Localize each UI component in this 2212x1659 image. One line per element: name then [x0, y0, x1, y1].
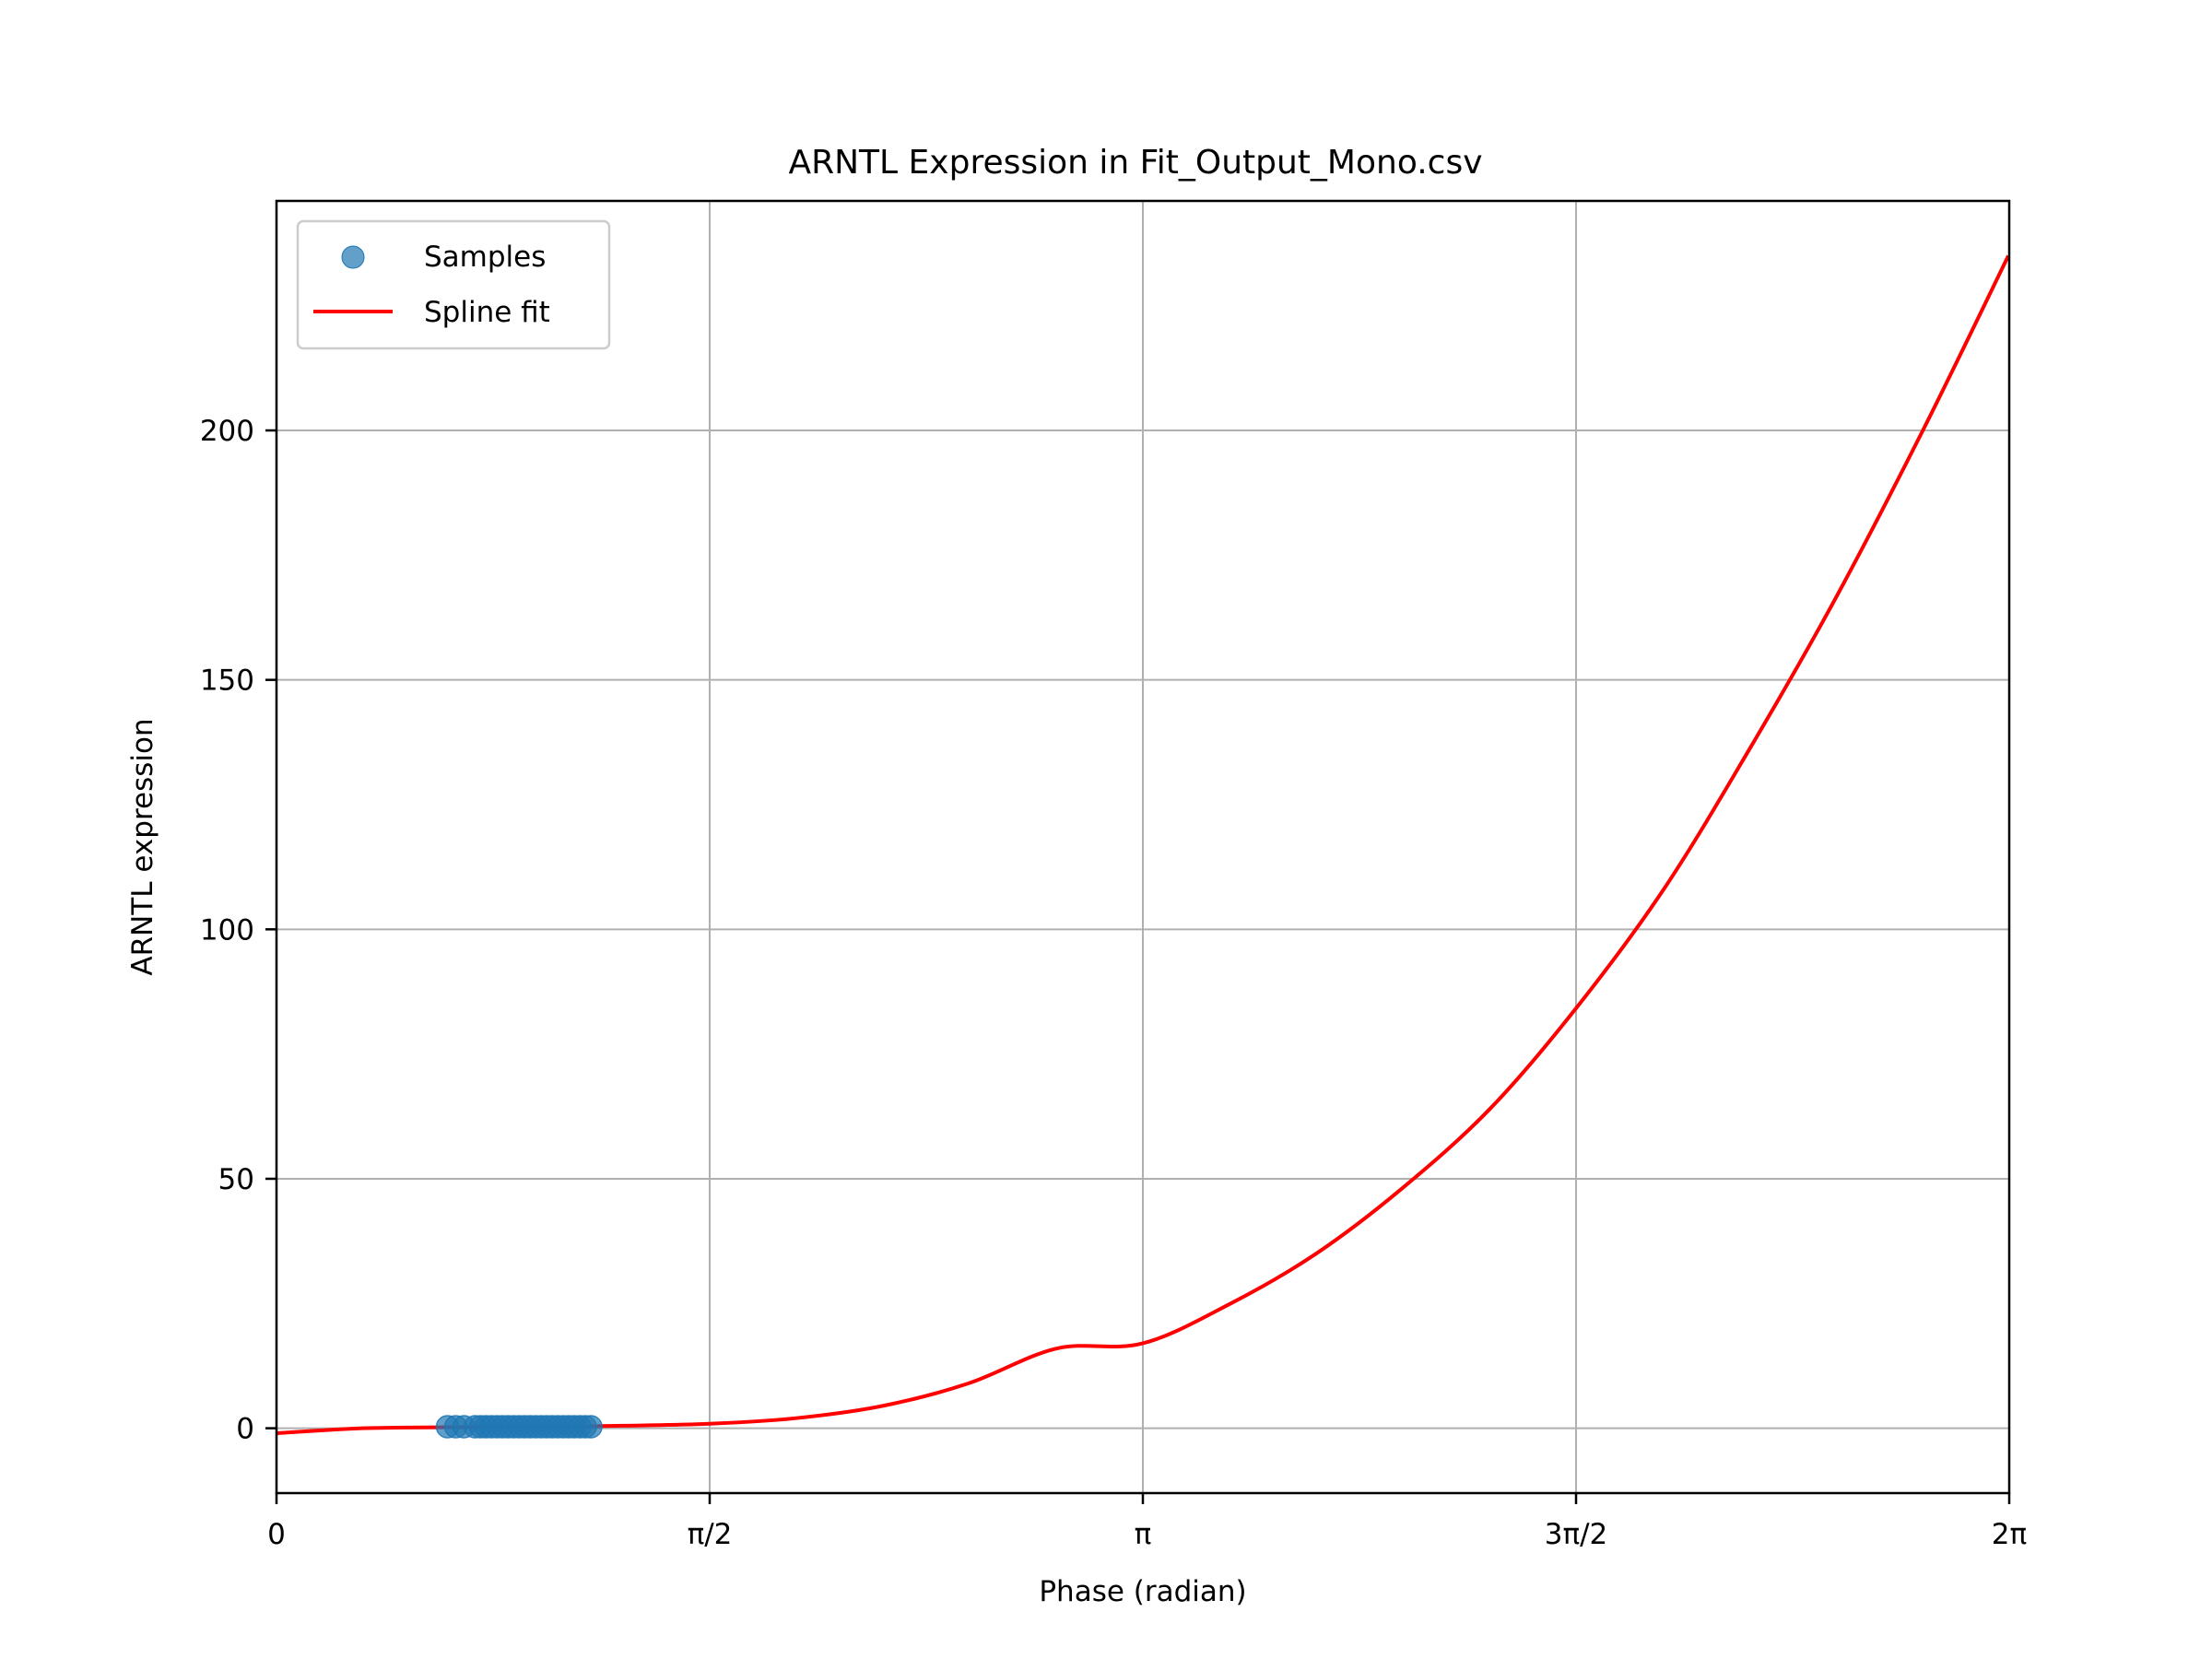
spline-fit-line: [276, 254, 2010, 1436]
y-tick-label: 150: [200, 665, 254, 698]
legend-samples-marker: [341, 245, 365, 269]
y-tick-label: 100: [200, 913, 254, 947]
legend-samples-label: Samples: [424, 241, 546, 274]
x-tick-label: 3π/2: [1545, 1518, 1608, 1551]
y-tick-label: 50: [218, 1163, 254, 1196]
y-tick-label: 200: [200, 415, 254, 448]
grid-lines: [276, 201, 2010, 1493]
sample-point: [579, 1415, 603, 1439]
x-tick-label: π: [1135, 1518, 1152, 1551]
y-axis-label: ARNTL expression: [126, 718, 159, 975]
x-axis-ticks: 0 π/2 π 3π/2 2π: [267, 1493, 2027, 1551]
legend-box: [296, 219, 611, 350]
x-axis-label: Phase (radian): [1039, 1575, 1246, 1608]
scatter-series: [435, 1415, 603, 1439]
y-axis-ticks: 0 50 100 150 200: [200, 415, 276, 1446]
y-tick-label: 0: [236, 1413, 254, 1446]
legend: Samples Spline fit: [296, 219, 611, 350]
x-tick-label: 0: [267, 1518, 286, 1551]
x-tick-label: 2π: [1992, 1518, 2027, 1551]
x-tick-label: π/2: [688, 1518, 733, 1551]
line-series: [276, 254, 2010, 1436]
legend-spline-label: Spline fit: [424, 296, 550, 329]
chart-title: ARNTL Expression in Fit_Output_Mono.csv: [788, 144, 1482, 182]
